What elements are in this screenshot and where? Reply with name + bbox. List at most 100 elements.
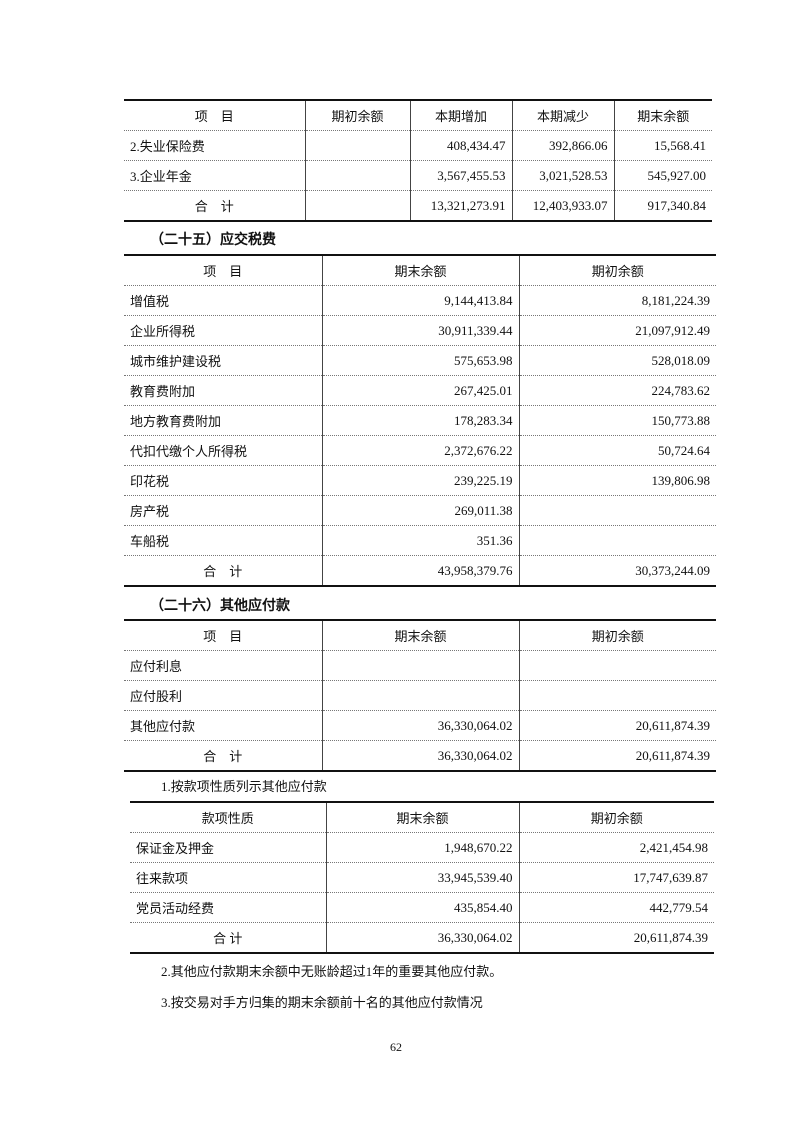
cell-value: 21,097,912.49	[518, 315, 716, 346]
cell-value: 9,144,413.84	[321, 285, 519, 316]
column-header: 项 目	[124, 255, 322, 286]
row-label: 房产税	[124, 495, 322, 526]
column-header: 期初余额	[518, 802, 714, 833]
column-header: 期末余额	[325, 802, 519, 833]
cell-value: 2,372,676.22	[321, 435, 519, 466]
cell-value: 528,018.09	[518, 345, 716, 376]
cell-value	[518, 525, 716, 556]
column-header: 期初余额	[518, 620, 716, 651]
row-label: 代扣代缴个人所得税	[124, 435, 322, 466]
cell-value: 30,373,244.09	[518, 555, 716, 586]
cell-value: 139,806.98	[518, 465, 716, 496]
table-row: 3.企业年金 3,567,455.53 3,021,528.53 545,927.00	[124, 160, 712, 191]
page-number: 62	[390, 1040, 402, 1054]
row-label: 增值税	[124, 285, 322, 316]
table-row: 合 计 36,330,064.02 20,611,874.39	[124, 740, 716, 771]
cell-value: 351.36	[321, 525, 519, 556]
row-label: 车船税	[124, 525, 322, 556]
column-header: 项 目	[124, 620, 322, 651]
row-label: 其他应付款	[124, 710, 322, 741]
cell-value: 20,611,874.39	[518, 710, 716, 741]
table-row: 印花税 239,225.19 139,806.98	[124, 465, 716, 496]
column-header: 本期减少	[511, 100, 614, 131]
row-label: 应付利息	[124, 650, 322, 681]
column-header: 期末余额	[321, 620, 519, 651]
cell-value: 150,773.88	[518, 405, 716, 436]
row-label: 党员活动经费	[130, 892, 326, 923]
cell-value: 30,911,339.44	[321, 315, 519, 346]
header-row: 项 目期末余额 期初余额	[124, 255, 716, 286]
section-title-other-payables: （二十六）其他应付款	[150, 599, 290, 614]
cell-value: 36,330,064.02	[321, 710, 519, 741]
row-label: 印花税	[124, 465, 322, 496]
table-row: 往来款项 33,945,539.40 17,747,639.87	[130, 862, 714, 893]
row-label: 3.企业年金	[124, 160, 305, 191]
table-row: 合 计 13,321,273.91 12,403,933.07 917,340.84	[124, 190, 712, 221]
row-label: 企业所得税	[124, 315, 322, 346]
column-header: 款项性质	[130, 802, 326, 833]
cell-value: 43,958,379.76	[321, 555, 519, 586]
table-row: 增值税 9,144,413.84 8,181,224.39	[124, 285, 716, 316]
table-row: 城市维护建设税 575,653.98 528,018.09	[124, 345, 716, 376]
table-row: 企业所得税 30,911,339.44 21,097,912.49	[124, 315, 716, 346]
table-row: 保证金及押金 1,948,670.22 2,421,454.98	[130, 832, 714, 863]
cell-value: 20,611,874.39	[518, 922, 714, 953]
cell-value: 224,783.62	[518, 375, 716, 406]
header-row: 款项性质 期末余额 期初余额	[130, 802, 714, 833]
column-header: 项 目	[124, 100, 305, 131]
row-label: 合 计	[203, 749, 243, 764]
cell-value: 392,866.06	[511, 130, 614, 161]
table-row: 房产税 269,011.38	[124, 495, 716, 526]
cell-value: 917,340.84	[613, 190, 712, 221]
row-label: 地方教育费附加	[124, 405, 322, 436]
cell-value: 50,724.64	[518, 435, 716, 466]
row-label: 往来款项	[130, 862, 326, 893]
cell-value: 1,948,670.22	[325, 832, 519, 863]
cell-value: 239,225.19	[321, 465, 519, 496]
cell-value: 267,425.01	[321, 375, 519, 406]
row-label: 合 计	[213, 931, 243, 946]
cell-value: 442,779.54	[518, 892, 714, 923]
cell-value	[518, 680, 716, 711]
header-row: 项 目期初余额 本期增加 本期减少 期末余额	[124, 100, 712, 131]
section-title-taxes-payable: （二十五）应交税费	[150, 233, 276, 248]
note-2: 2.其他应付款期末余额中无账龄超过1年的重要其他应付款。	[161, 964, 503, 979]
cell-value: 545,927.00	[613, 160, 712, 191]
cell-value: 36,330,064.02	[325, 922, 519, 953]
column-header: 期末余额	[613, 100, 712, 131]
cell-value: 15,568.41	[613, 130, 712, 161]
cell-value	[321, 650, 519, 681]
cell-value	[321, 680, 519, 711]
row-label: 2.失业保险费	[124, 130, 305, 161]
column-header: 期初余额	[518, 255, 716, 286]
table-other-payables-by-nature: 款项性质 期末余额 期初余额 保证金及押金 1,948,670.22 2,421,454.…	[130, 801, 714, 954]
table-row: 应付利息	[124, 650, 716, 681]
cell-value	[518, 495, 716, 526]
table-row: 其他应付款 36,330,064.02 20,611,874.39	[124, 710, 716, 741]
row-label: 应付股利	[124, 680, 322, 711]
column-header: 期末余额	[321, 255, 519, 286]
row-label: 城市维护建设税	[124, 345, 322, 376]
cell-value: 435,854.40	[325, 892, 519, 923]
table-row: 应付股利	[124, 680, 716, 711]
table-other-payables: 项 目期末余额 期初余额 应付利息 应付股利 其他应付款 36,330,064.02 20,…	[124, 619, 716, 772]
cell-value: 20,611,874.39	[518, 740, 716, 771]
cell-value: 36,330,064.02	[321, 740, 519, 771]
cell-value: 13,321,273.91	[409, 190, 512, 221]
cell-value: 575,653.98	[321, 345, 519, 376]
table-row: 车船税 351.36	[124, 525, 716, 556]
header-row: 项 目期末余额 期初余额	[124, 620, 716, 651]
cell-value	[304, 130, 410, 161]
cell-value: 178,283.34	[321, 405, 519, 436]
table-row: 教育费附加 267,425.01 224,783.62	[124, 375, 716, 406]
cell-value	[304, 190, 410, 221]
table-row: 代扣代缴个人所得税 2,372,676.22 50,724.64	[124, 435, 716, 466]
cell-value: 3,567,455.53	[409, 160, 512, 191]
cell-value	[518, 650, 716, 681]
note-3: 3.按交易对手方归集的期末余额前十名的其他应付款情况	[161, 995, 483, 1010]
table-row: 地方教育费附加 178,283.34 150,773.88	[124, 405, 716, 436]
cell-value: 33,945,539.40	[325, 862, 519, 893]
cell-value: 17,747,639.87	[518, 862, 714, 893]
table-taxes-payable: 项 目期末余额 期初余额 增值税 9,144,413.84 8,181,224.39 企业…	[124, 254, 716, 587]
